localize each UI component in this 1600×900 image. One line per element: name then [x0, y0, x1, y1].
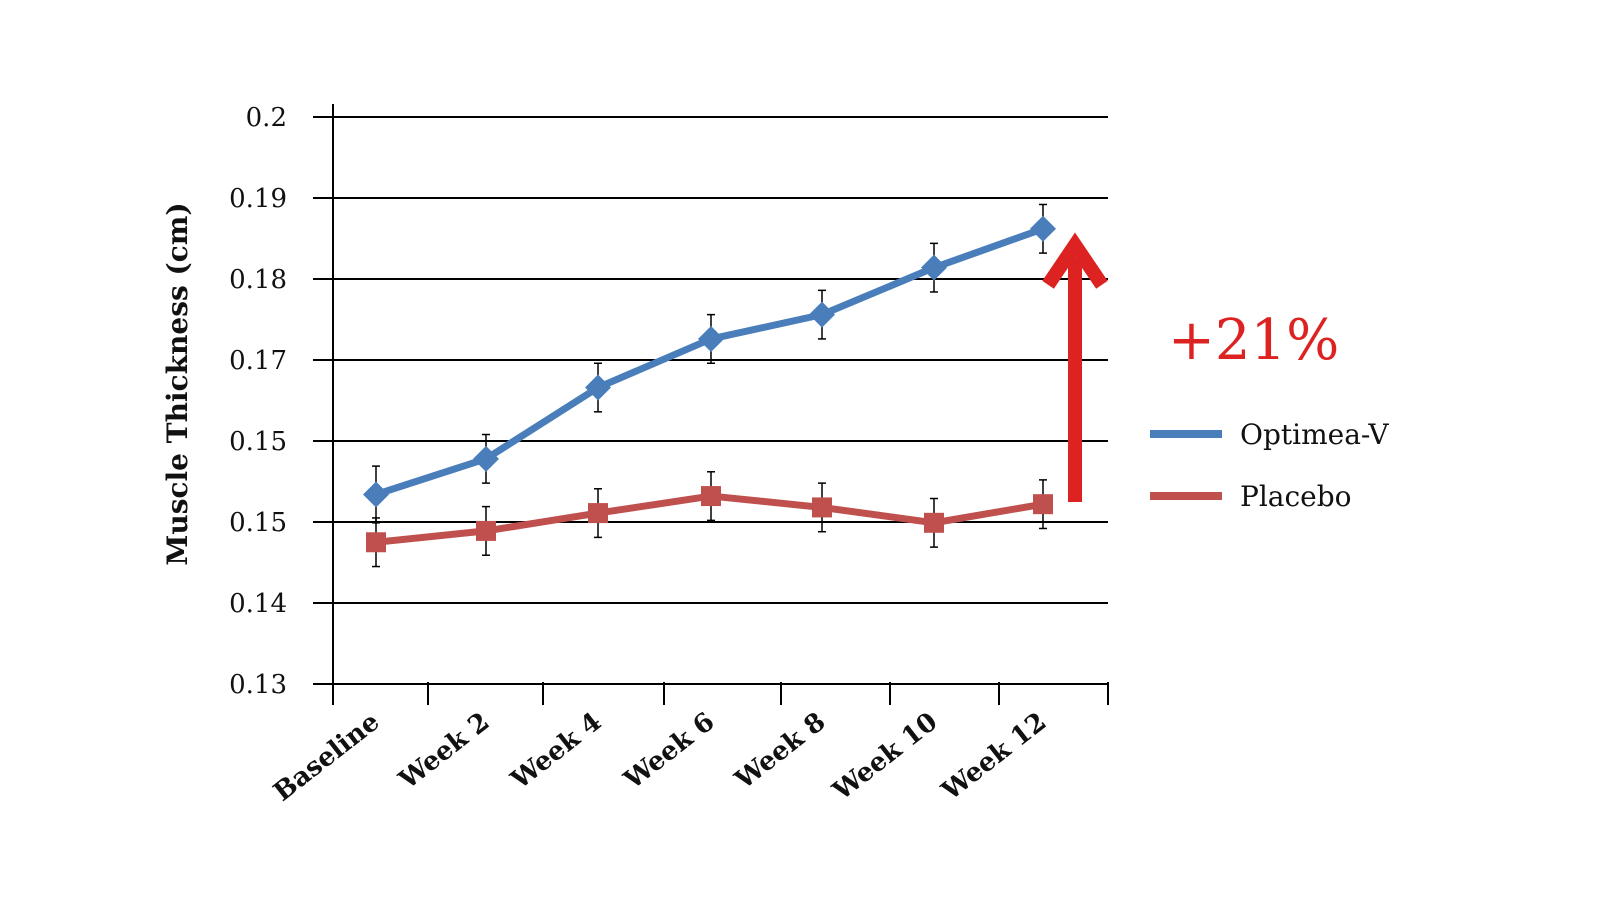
- data-point: [366, 532, 386, 553]
- x-tick-label: Week 2: [393, 707, 495, 796]
- increase-label: +21%: [1168, 308, 1339, 373]
- data-point: [1030, 215, 1056, 242]
- increase-arrow-head: [1042, 232, 1108, 289]
- data-point: [809, 301, 835, 328]
- increase-annotation: +21%: [1042, 232, 1339, 502]
- data-point: [924, 512, 944, 533]
- y-tick-label: 0.19: [229, 184, 287, 214]
- axes: [332, 104, 1108, 705]
- y-tick-label: 0.2: [246, 103, 287, 133]
- data-point: [588, 503, 608, 524]
- x-tick-label: Week 10: [827, 707, 944, 807]
- series-optimea-v: [363, 203, 1056, 524]
- series-placebo: [366, 471, 1053, 568]
- y-axis-title: Muscle Thickness (cm): [161, 202, 194, 565]
- data-point: [363, 481, 389, 508]
- y-tick-label: 0.17: [229, 346, 287, 376]
- data-point: [921, 254, 947, 281]
- data-point: [476, 520, 496, 541]
- data-point: [585, 374, 611, 401]
- x-tick-label: Baseline: [268, 707, 385, 808]
- data-point: [473, 445, 499, 472]
- data-point: [698, 325, 724, 352]
- x-tick-label: Week 6: [618, 707, 720, 796]
- legend-label: Placebo: [1240, 480, 1352, 513]
- y-tick-labels: 0.13 0.14 0.15 0.15 0.17 0.18 0.19 0.2: [229, 103, 287, 700]
- x-tick-label: Week 12: [936, 707, 1053, 807]
- data-point: [701, 486, 721, 507]
- legend-label: Optimea-V: [1240, 418, 1389, 451]
- x-tick-label: Week 8: [729, 707, 831, 796]
- x-tick-label: Week 4: [505, 707, 607, 796]
- y-tick-label: 0.15: [229, 508, 287, 538]
- y-tick-label: 0.18: [229, 265, 287, 295]
- legend: Optimea-V Placebo: [1150, 418, 1389, 513]
- y-tick-label: 0.14: [229, 589, 287, 619]
- data-series: [363, 203, 1056, 568]
- data-point: [812, 497, 832, 518]
- y-tick-label: 0.13: [229, 670, 287, 700]
- y-tick-label: 0.15: [229, 427, 287, 457]
- data-point: [1033, 494, 1053, 515]
- grid-lines: [313, 116, 1108, 685]
